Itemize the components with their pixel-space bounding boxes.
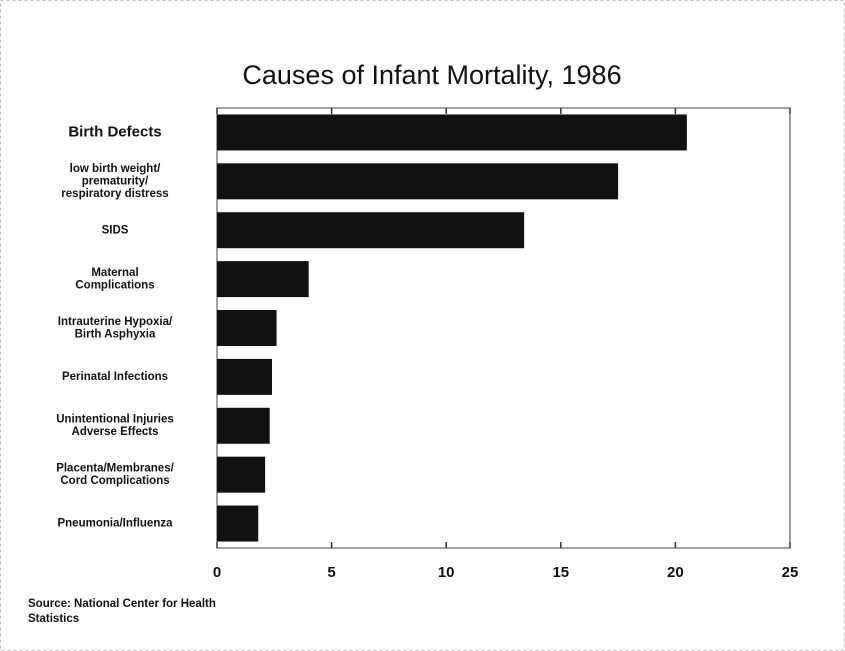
- y-tick-label: Placenta/Membranes/Cord Complications: [56, 462, 174, 487]
- y-tick-label: Birth Defects: [68, 123, 161, 140]
- x-tick-label: 15: [552, 564, 569, 581]
- y-tick-label: Intrauterine Hypoxia/Birth Asphyxia: [58, 316, 173, 341]
- x-tick-label: 25: [782, 564, 799, 581]
- bar: [217, 261, 309, 298]
- bar: [217, 505, 259, 542]
- x-tick-label: 10: [438, 564, 455, 581]
- chart-title: Causes of Infant Mortality, 1986: [242, 60, 621, 90]
- bar: [217, 407, 270, 444]
- bar: [217, 358, 273, 395]
- y-tick-label: Perinatal Infections: [62, 371, 168, 383]
- bar: [217, 310, 277, 346]
- bar: [217, 456, 266, 493]
- bar: [217, 163, 619, 200]
- annotation: Source: National Center for Health Statis…: [28, 598, 216, 625]
- y-tick-label: SIDS: [102, 224, 129, 236]
- y-tick-label: low birth weight/prematurity/respiratory…: [61, 163, 168, 200]
- y-tick-label: Maternal Complications: [75, 267, 154, 292]
- x-tick-label: 20: [667, 564, 684, 581]
- bar: [217, 212, 525, 249]
- y-tick-label: Pneumonia/Influenza: [57, 518, 173, 530]
- bar: [217, 114, 687, 151]
- y-tick-label: Unintentional Injuries Adverse Effects: [56, 414, 174, 439]
- x-tick-label: 0: [213, 564, 221, 581]
- x-tick-label: 5: [327, 564, 335, 581]
